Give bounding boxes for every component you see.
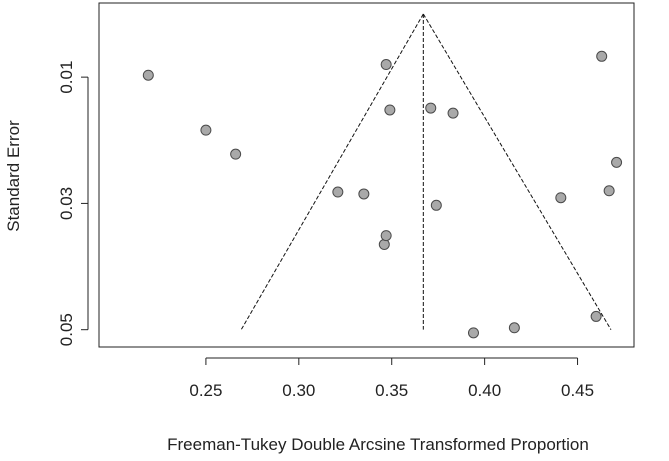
data-point — [603, 185, 615, 197]
plot-frame — [98, 2, 635, 348]
data-point — [384, 104, 396, 116]
y-tick-label: 0.03 — [57, 187, 76, 220]
data-point — [425, 102, 437, 114]
x-tick-label: 0.30 — [282, 381, 315, 400]
funnel-left-line — [240, 13, 424, 330]
data-point — [358, 188, 370, 200]
data-point — [611, 156, 623, 168]
y-axis: 0.01 0.03 0.05 — [57, 61, 89, 346]
funnel-right-line — [422, 13, 612, 330]
y-axis-title: Standard Error — [4, 120, 23, 232]
data-point — [430, 199, 442, 211]
data-point — [142, 69, 154, 81]
x-axis-title: Freeman-Tukey Double Arcsine Transformed… — [167, 435, 589, 454]
points-layer — [142, 50, 623, 339]
y-tick-label: 0.01 — [57, 61, 76, 94]
data-point — [378, 238, 390, 250]
x-tick-label: 0.35 — [375, 381, 408, 400]
y-tick-label: 0.05 — [57, 313, 76, 346]
data-point — [596, 50, 608, 62]
x-tick-label: 0.45 — [561, 381, 594, 400]
x-tick-label: 0.25 — [189, 381, 222, 400]
data-point — [447, 107, 459, 119]
data-point — [467, 327, 479, 339]
x-axis: 0.25 0.30 0.35 0.40 0.45 — [189, 357, 594, 400]
data-point — [200, 124, 212, 136]
data-point — [590, 310, 602, 322]
funnel-lines — [240, 13, 612, 330]
data-point — [508, 322, 520, 334]
data-point — [380, 59, 392, 71]
x-tick-label: 0.40 — [468, 381, 501, 400]
data-point — [555, 192, 567, 204]
data-point — [230, 148, 242, 160]
data-point — [332, 186, 344, 198]
data-point — [380, 230, 392, 242]
